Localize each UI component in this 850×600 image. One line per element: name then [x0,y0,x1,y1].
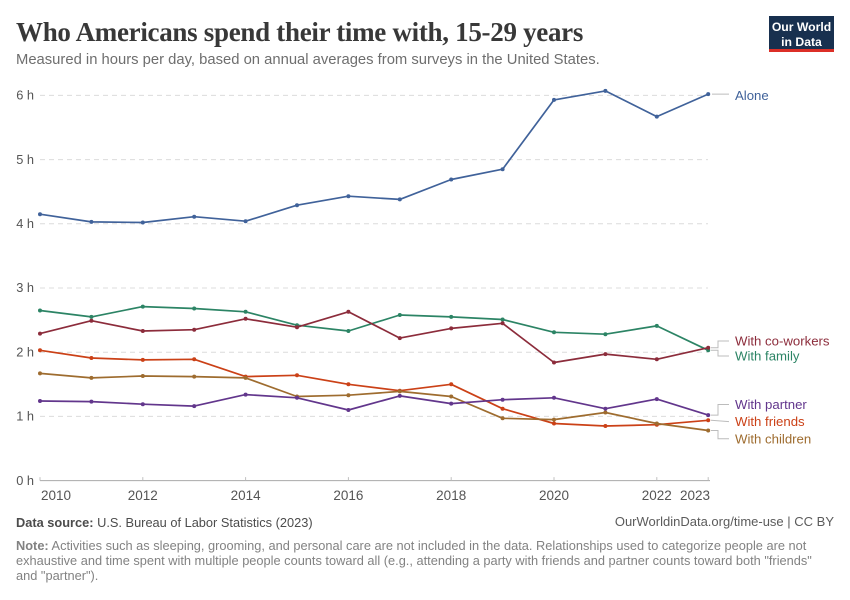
svg-text:1 h: 1 h [16,409,34,424]
svg-text:Alone: Alone [735,88,769,103]
svg-text:4 h: 4 h [16,216,34,231]
svg-text:5 h: 5 h [16,152,34,167]
svg-text:2 h: 2 h [16,344,34,359]
svg-text:2020: 2020 [539,488,569,503]
svg-text:With friends: With friends [735,414,805,429]
svg-text:2018: 2018 [436,488,466,503]
svg-text:With partner: With partner [735,397,807,412]
svg-text:With co-workers: With co-workers [735,334,830,349]
svg-text:With family: With family [735,349,800,364]
svg-text:6 h: 6 h [16,88,34,103]
svg-text:2014: 2014 [231,488,262,503]
svg-text:0 h: 0 h [16,473,34,488]
svg-text:2023: 2023 [680,488,710,503]
svg-text:3 h: 3 h [16,280,34,295]
svg-text:With children: With children [735,431,811,446]
svg-text:2012: 2012 [128,488,158,503]
svg-text:2022: 2022 [642,488,672,503]
svg-text:2010: 2010 [41,488,71,503]
svg-text:2016: 2016 [333,488,363,503]
